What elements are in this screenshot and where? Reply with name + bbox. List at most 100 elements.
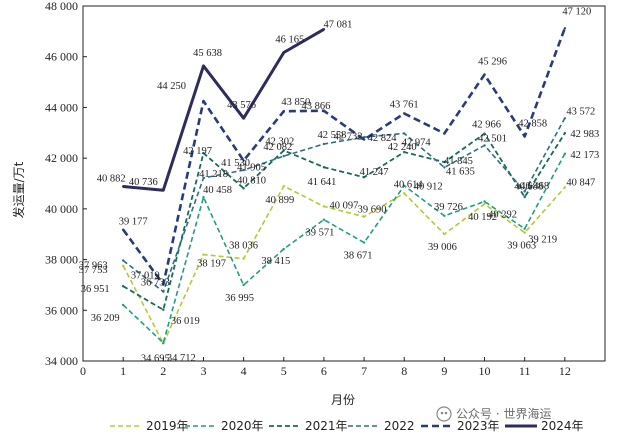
data-point [523,227,526,230]
data-point [121,303,125,307]
data-label: 42 824 [368,133,398,144]
series-line-1 [122,153,566,344]
data-label: 36 951 [81,284,110,295]
data-label: 41 641 [307,177,336,188]
data-label: 37 753 [79,265,108,276]
data-point [162,341,165,345]
data-label: 40 468 [520,181,549,192]
data-point [403,150,406,154]
data-point [563,117,567,120]
legend: 2019年 2020年 2021年 2022 2023年 2024年 [110,419,584,433]
data-point [202,176,205,180]
data-label: 40 736 [129,177,158,188]
data-point [121,259,125,262]
data-label: 40 292 [488,210,517,221]
data-point [403,112,406,115]
x-tick-label: 10 [479,364,491,378]
data-point [362,241,366,244]
data-point [242,116,245,120]
data-label: 42 501 [478,133,507,144]
x-tick-label: 6 [321,364,327,378]
legend-label: 2020年 [221,419,264,433]
data-label: 39 690 [358,205,387,216]
data-label: 39 006 [428,242,457,253]
legend-label: 2022 [384,419,415,433]
data-point [443,166,446,169]
y-tick-label: 38 000 [45,253,78,267]
data-point [282,247,285,251]
data-point [563,186,567,189]
data-point [443,132,446,135]
data-label: 39 063 [507,241,536,252]
data-point [483,73,486,76]
data-label: 34 695 [141,353,170,364]
data-point [162,290,165,293]
y-tick-label: 42 000 [45,151,78,165]
data-point [202,64,205,68]
data-label: 41 218 [199,169,228,180]
data-label: 40 097 [329,200,358,211]
data-label: 40 810 [237,175,266,186]
data-point [202,196,205,199]
x-tick-label: 4 [241,364,247,378]
x-tick-label: 3 [200,364,206,378]
data-point [523,135,526,138]
data-point [403,192,406,195]
data-label: 42 858 [518,118,547,129]
legend-label: 2023年 [457,419,500,433]
watermark: 公众号 · 世界海运 [436,406,551,422]
data-label: 40 458 [203,185,232,196]
data-label: 42 558 [317,130,346,141]
data-label: 40 882 [97,174,126,185]
data-label: 42 974 [402,137,432,148]
data-point [443,214,446,218]
data-label: 43 866 [301,101,330,112]
data-label: 38 415 [261,256,290,267]
data-point [443,232,446,236]
data-point [202,99,205,103]
data-label: 36 995 [225,293,254,304]
data-label: 42 082 [263,142,292,153]
data-point [121,185,125,188]
x-tick-label: 8 [401,364,407,378]
x-tick-label: 7 [361,364,367,378]
y-axis-title: 发运量/万t [11,161,26,218]
data-point [242,168,245,172]
watermark-logo-dot-icon [444,411,448,415]
data-label: 45 638 [193,48,222,59]
x-tick-label: 0 [80,364,86,378]
data-point [162,283,165,286]
plot-frame [82,5,606,362]
data-label: 41 635 [446,166,475,177]
data-label: 41 905 [237,163,266,174]
x-tick-label: 12 [559,364,571,378]
series-line-4 [122,27,567,286]
data-point [162,188,165,192]
data-label: 39 571 [305,228,334,239]
data-point [322,166,326,169]
data-label: 40 192 [468,212,497,223]
y-tick-label: 46 000 [45,50,78,64]
x-tick-label: 9 [441,364,447,378]
data-label: 41 845 [444,156,473,167]
data-label: 38 671 [344,251,373,262]
data-label: 40 847 [566,177,595,188]
data-label: 43 576 [227,100,256,111]
data-point [202,151,205,155]
data-label: 42 240 [388,142,417,153]
data-label: 40 899 [265,195,294,206]
data-label: 43 850 [281,97,310,108]
data-point [403,184,406,187]
data-point [282,154,285,158]
data-label: 42 732 [334,132,363,143]
series-line-0 [122,185,566,345]
data-point [563,152,567,155]
data-point [121,284,125,288]
data-point [483,132,486,135]
data-point [443,160,446,164]
data-point [121,264,125,268]
y-tick-label: 40 000 [45,202,78,216]
data-point [242,159,245,162]
data-label: 40 688 [514,181,543,192]
